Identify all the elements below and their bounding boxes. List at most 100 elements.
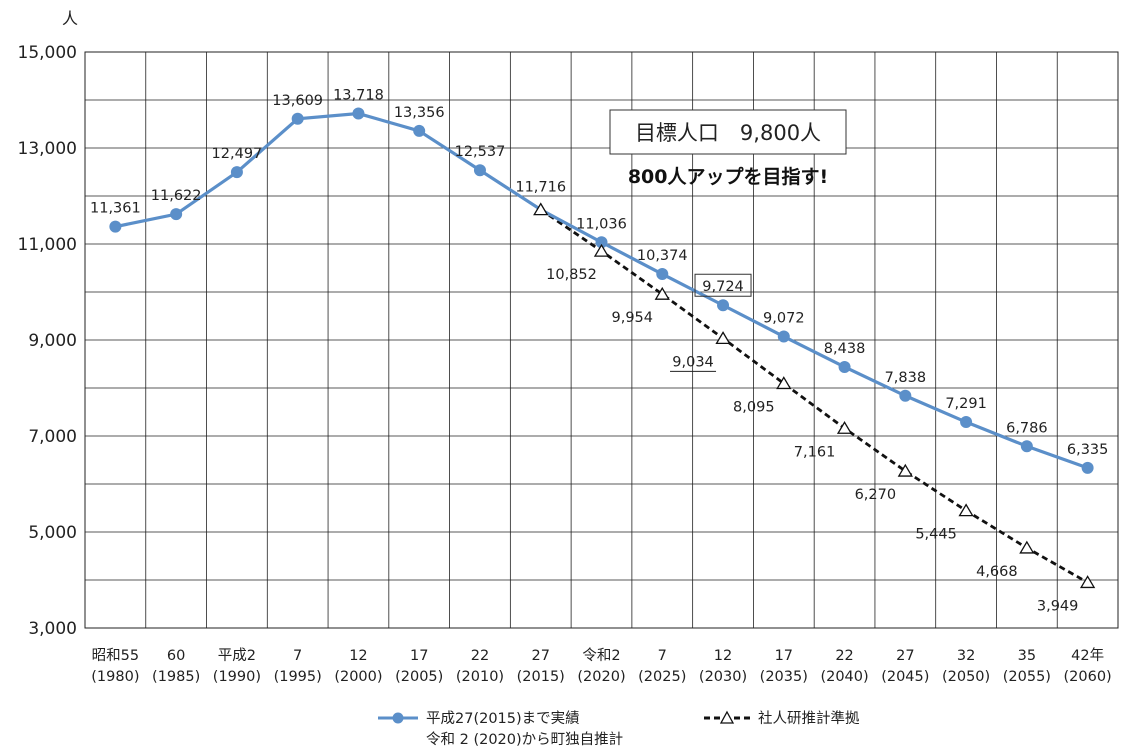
x-tick-label: 22 xyxy=(471,648,489,664)
legend-series-1-marker xyxy=(392,712,404,724)
series-2-marker xyxy=(897,463,913,477)
series-1-data-label: 9,072 xyxy=(763,311,805,327)
series-1-marker xyxy=(1020,440,1033,453)
series-2-marker xyxy=(958,503,974,517)
x-tick-year-label: (2000) xyxy=(334,669,382,685)
target-note: 800人アップを目指す! xyxy=(628,165,828,188)
series-1-marker xyxy=(1081,461,1094,474)
series-1-marker xyxy=(413,124,426,137)
series-1-data-label: 11,716 xyxy=(515,180,566,196)
series-2-marker xyxy=(533,202,549,216)
series-1-marker xyxy=(717,299,730,312)
series-2-data-label: 9,954 xyxy=(612,310,654,326)
series-1-data-label: 7,838 xyxy=(885,370,927,386)
data-labels: 11,361 11,622 12,497 13,609 13,718 13,356 12,5… xyxy=(90,88,1108,615)
x-tick-label: 昭和55 xyxy=(92,647,139,664)
x-tick-label: 17 xyxy=(775,648,793,664)
x-tick-year-label: (2030) xyxy=(699,669,747,685)
y-axis-ticks: 3,000 5,000 7,000 9,000 11,000 13,000 15,000 xyxy=(18,43,77,639)
series-2-data-label: 6,270 xyxy=(855,487,897,503)
series-2-data-label: 9,034 xyxy=(672,354,714,370)
y-tick-label: 9,000 xyxy=(28,331,77,351)
x-tick-label: 7 xyxy=(658,648,667,664)
y-tick-label: 13,000 xyxy=(18,139,77,159)
x-tick-year-label: (1990) xyxy=(213,669,261,685)
x-tick-year-label: (2060) xyxy=(1064,669,1112,685)
x-tick-label: 60 xyxy=(167,648,185,664)
series-2-data-label: 8,095 xyxy=(733,399,775,415)
x-tick-year-label: (2050) xyxy=(942,669,990,685)
series-2-marker xyxy=(1019,540,1035,554)
x-tick-year-label: (2045) xyxy=(881,669,929,685)
series-1-marker xyxy=(291,112,304,125)
series-1-marker xyxy=(899,389,912,402)
series-2-marker xyxy=(836,420,853,434)
x-tick-year-label: (2040) xyxy=(820,669,868,685)
y-tick-label: 5,000 xyxy=(28,523,77,543)
series-1-marker xyxy=(838,360,851,373)
series-1-data-label: 13,356 xyxy=(394,105,445,121)
series-1-data-label: 7,291 xyxy=(945,396,987,412)
series-1-data-label: 13,718 xyxy=(333,88,384,104)
legend: 平成27(2015)まで実績 令和 2 (2020)から町独自推計 社人研推計準… xyxy=(378,710,860,748)
series-2-line xyxy=(539,208,1089,584)
legend-series-1-label-line2: 令和 2 (2020)から町独自推計 xyxy=(426,731,623,748)
series-2-marker xyxy=(593,243,610,257)
series-1-data-label: 6,335 xyxy=(1067,442,1109,458)
x-tick-year-label: (2005) xyxy=(395,669,443,685)
x-tick-year-label: (2035) xyxy=(760,669,808,685)
series-2-marker xyxy=(715,331,731,345)
legend-series-2-label: 社人研推計準拠 xyxy=(758,710,860,727)
x-tick-label: 12 xyxy=(349,648,367,664)
series-1-data-label: 11,036 xyxy=(576,216,627,232)
x-tick-year-label: (1985) xyxy=(152,669,200,685)
series-2-marker xyxy=(654,286,670,300)
x-tick-label: 17 xyxy=(410,648,428,664)
x-tick-year-label: (1980) xyxy=(91,669,139,685)
target-annotation: 目標人口 9,800人 800人アップを目指す! xyxy=(609,109,847,188)
series-1-marker xyxy=(230,166,243,179)
series-1-data-label: 8,438 xyxy=(824,341,866,357)
series-1-marker xyxy=(656,268,669,281)
x-tick-year-label: (2010) xyxy=(456,669,504,685)
series-2-data-label: 7,161 xyxy=(794,444,836,460)
series-1-data-label: 9,724 xyxy=(702,279,744,295)
series-2-data-label: 3,949 xyxy=(1037,598,1079,614)
x-tick-label: 32 xyxy=(957,648,975,664)
grid-lines xyxy=(84,51,1119,629)
series-1-line xyxy=(115,111,1089,470)
series-1-marker xyxy=(352,107,365,120)
series-1-data-label: 12,537 xyxy=(455,144,506,160)
y-tick-label: 11,000 xyxy=(18,235,77,255)
target-box-text: 目標人口 9,800人 xyxy=(635,121,821,145)
series-1-data-label: 13,609 xyxy=(272,93,323,109)
series-2-data-label: 4,668 xyxy=(976,564,1018,580)
x-tick-label: 令和2 xyxy=(582,647,620,664)
series-1-marker xyxy=(960,416,973,429)
series-2-data-label: 10,852 xyxy=(546,267,597,283)
x-tick-year-label: (2025) xyxy=(638,669,686,685)
series-1-data-label: 10,374 xyxy=(637,248,688,264)
series-2-marker xyxy=(776,376,792,390)
target-box xyxy=(609,109,847,155)
x-tick-label: 平成2 xyxy=(218,647,256,664)
series-1-data-label: 11,361 xyxy=(90,201,141,217)
series-1-marker xyxy=(170,208,183,221)
highlight-label-box xyxy=(694,273,752,297)
series-1-marker xyxy=(777,330,790,343)
x-tick-label: 27 xyxy=(532,648,550,664)
x-tick-label: 27 xyxy=(896,648,914,664)
y-axis-unit-label: 人 xyxy=(62,9,78,28)
x-tick-year-label: (2055) xyxy=(1003,669,1051,685)
series-2-data-label: 5,445 xyxy=(915,527,957,543)
x-tick-label: 42年 xyxy=(1071,647,1104,664)
x-tick-year-label: (2020) xyxy=(577,669,625,685)
legend-series-1-label: 平成27(2015)まで実績 xyxy=(426,710,580,727)
x-axis-ticks: 昭和55 (1980) 60 (1985) 平成2 (1990) 7 (1995) 12 (200… xyxy=(91,647,1111,685)
series-1-data-label: 11,622 xyxy=(151,188,202,204)
series-1-marker xyxy=(595,236,608,249)
y-tick-label: 3,000 xyxy=(28,619,77,639)
legend-series-2-marker xyxy=(719,710,735,724)
x-tick-year-label: (1995) xyxy=(274,669,322,685)
